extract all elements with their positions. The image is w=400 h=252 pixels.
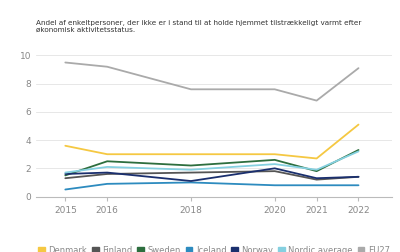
Text: Andel af enkeltpersoner, der ikke er i stand til at holde hjemmet tilstrækkeligt: Andel af enkeltpersoner, der ikke er i s… — [36, 20, 361, 33]
Legend: Denmark, Finland, Sweden, Iceland, Norway, Nordic average, EU27: Denmark, Finland, Sweden, Iceland, Norwa… — [35, 243, 393, 252]
